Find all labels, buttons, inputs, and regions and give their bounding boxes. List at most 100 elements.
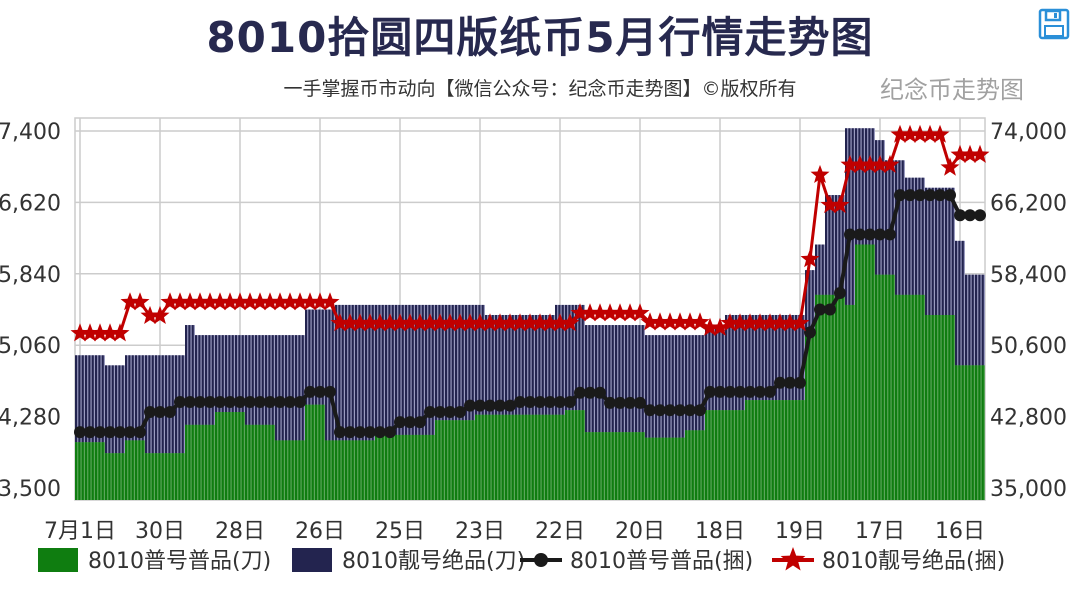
line-point: [210, 292, 230, 311]
line-point: [920, 124, 940, 143]
line-point: [114, 426, 126, 439]
bar: [541, 314, 544, 500]
bar: [618, 325, 621, 500]
bar: [211, 424, 214, 500]
bar: [738, 410, 741, 500]
line-point: [234, 395, 246, 408]
bar: [151, 453, 154, 500]
bar: [938, 314, 941, 500]
bar: [165, 453, 168, 500]
bar: [341, 440, 344, 500]
bar: [965, 365, 968, 500]
bar: [381, 434, 384, 500]
bar: [455, 420, 458, 500]
page-subtitle: 一手掌握币市动向【微信公众号：纪念币走势图】©版权所有: [283, 78, 797, 100]
bar: [875, 274, 878, 500]
line-point: [550, 313, 570, 332]
bar: [398, 304, 401, 500]
line-point: [900, 124, 920, 143]
line-point: [840, 154, 860, 173]
bar: [418, 434, 421, 500]
bar: [345, 304, 348, 500]
bar: [435, 304, 438, 500]
bar: [488, 414, 491, 500]
bar: [485, 414, 488, 500]
bar: [525, 314, 528, 500]
bar: [568, 410, 571, 500]
line-point: [484, 399, 496, 412]
bar: [981, 365, 984, 500]
bar: [728, 410, 731, 500]
bar: [325, 440, 328, 500]
line-point: [610, 303, 630, 322]
line-point: [184, 395, 196, 408]
bar: [745, 400, 748, 500]
bar: [621, 432, 624, 500]
bar: [461, 420, 464, 500]
bar: [615, 325, 618, 500]
line-point: [594, 386, 606, 399]
line-point: [140, 305, 160, 324]
save-icon[interactable]: [1038, 8, 1070, 40]
bar: [498, 414, 501, 500]
bar: [855, 244, 858, 500]
bar: [155, 453, 158, 500]
watermark: 纪念币走势图: [880, 76, 1024, 104]
line-point: [704, 385, 716, 398]
line-point: [514, 395, 526, 408]
bar: [671, 437, 674, 500]
bar: [181, 453, 184, 500]
bar: [841, 294, 844, 500]
line-point: [214, 395, 226, 408]
bar: [878, 274, 881, 500]
bar: [751, 400, 754, 500]
bar: [378, 304, 381, 500]
bar: [515, 414, 518, 500]
bar: [361, 440, 364, 500]
bar: [105, 453, 108, 500]
line-point: [694, 404, 706, 417]
line-point: [850, 154, 870, 173]
line-point: [644, 404, 656, 417]
line-point: [830, 195, 850, 214]
bar: [421, 304, 424, 500]
bar: [205, 335, 208, 500]
bar: [251, 335, 254, 500]
bar: [621, 325, 624, 500]
line-point: [684, 404, 696, 417]
line-point: [240, 292, 260, 311]
bar: [811, 329, 814, 500]
line-point: [294, 395, 306, 408]
bar: [641, 432, 644, 500]
bar: [421, 434, 424, 500]
legend-marker: [780, 547, 806, 571]
bar: [415, 434, 418, 500]
bar: [635, 325, 638, 500]
bar: [688, 335, 691, 500]
bar: [948, 314, 951, 500]
bar: [815, 294, 818, 500]
bar: [565, 410, 568, 500]
bar: [468, 420, 471, 500]
bar: [725, 410, 728, 500]
bar: [371, 304, 374, 500]
bar: [521, 314, 524, 500]
line-point: [434, 406, 446, 419]
bar: [175, 355, 178, 500]
x-axis-tick-label: 26日: [295, 519, 345, 544]
line-point: [730, 313, 750, 332]
bar: [591, 325, 594, 500]
line-point: [490, 313, 510, 332]
bar: [971, 365, 974, 500]
bar: [901, 294, 904, 500]
bar: [525, 414, 528, 500]
bar: [655, 335, 658, 500]
bar: [108, 453, 111, 500]
bar: [201, 335, 204, 500]
bar: [138, 440, 141, 500]
bar: [671, 335, 674, 500]
line-point: [814, 303, 826, 316]
bar: [388, 434, 391, 500]
bar: [768, 400, 771, 500]
bar: [611, 325, 614, 500]
